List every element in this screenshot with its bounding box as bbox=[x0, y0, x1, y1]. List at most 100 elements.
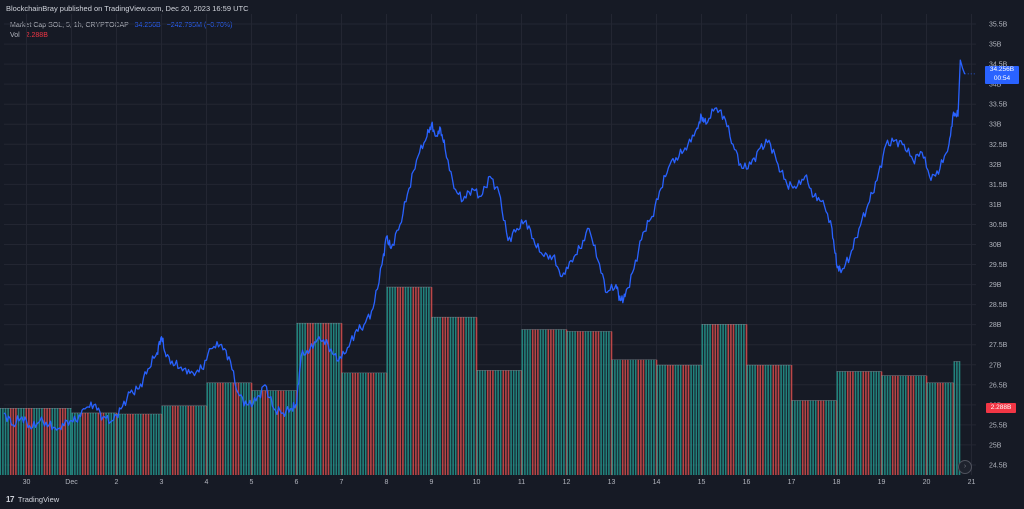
y-tick-label: 29B bbox=[989, 282, 1002, 289]
legend-change: −242.795M (−0.70%) bbox=[166, 22, 233, 29]
volume-bar bbox=[584, 331, 587, 475]
x-tick-label: 12 bbox=[563, 479, 571, 486]
y-tick-label: 31.5B bbox=[989, 182, 1008, 189]
volume-bar bbox=[317, 323, 319, 475]
volume-bar bbox=[894, 375, 897, 475]
volume-bar bbox=[89, 412, 92, 475]
volume-bar bbox=[904, 375, 907, 475]
x-tick-label: 21 bbox=[968, 479, 976, 486]
volume-bar bbox=[759, 365, 762, 475]
volume-bar bbox=[632, 359, 634, 476]
legend-vol-value: 2.288B bbox=[25, 32, 48, 39]
volume-bar bbox=[479, 370, 481, 475]
volume-bar bbox=[97, 412, 100, 475]
volume-bar bbox=[881, 375, 884, 475]
y-tick-label: 30B bbox=[989, 242, 1002, 249]
y-tick-label: 27B bbox=[989, 362, 1002, 369]
volume-bar bbox=[272, 390, 274, 475]
volume-bar bbox=[179, 405, 182, 475]
x-tick-label: 8 bbox=[385, 479, 389, 486]
volume-bar bbox=[920, 375, 923, 475]
x-tick-label: 11 bbox=[518, 479, 525, 486]
volume-bar bbox=[944, 382, 947, 475]
y-tick-label: 32B bbox=[989, 162, 1002, 169]
volume-bar bbox=[756, 365, 759, 475]
volume-bar bbox=[507, 370, 510, 475]
volume-bar bbox=[510, 370, 512, 475]
volume-bar bbox=[817, 400, 820, 475]
volume-bar bbox=[449, 317, 452, 475]
volume-bar bbox=[38, 408, 41, 475]
legend-last-value: 34.256B bbox=[134, 22, 161, 29]
volume-bar bbox=[150, 414, 152, 475]
volume-bar bbox=[486, 370, 489, 475]
legend-vol-label[interactable]: Vol bbox=[10, 32, 20, 39]
volume-bar bbox=[801, 400, 804, 475]
volume-bar bbox=[71, 412, 74, 475]
volume-bar bbox=[862, 371, 865, 475]
volume-bar bbox=[439, 317, 441, 475]
volume-bar bbox=[735, 324, 737, 475]
volume-bar bbox=[624, 359, 627, 476]
volume-bar bbox=[809, 400, 812, 475]
volume-bar bbox=[2, 408, 4, 475]
volume-bar bbox=[79, 412, 81, 475]
price-line bbox=[3, 59, 966, 431]
x-tick-label: 20 bbox=[923, 479, 931, 486]
y-tick-label: 24.5B bbox=[989, 462, 1008, 469]
volume-bar bbox=[674, 365, 677, 475]
volume-bar bbox=[203, 405, 205, 475]
tradingview-brand[interactable]: TradingView bbox=[17, 495, 60, 504]
volume-bar bbox=[46, 408, 48, 475]
volume-bar bbox=[484, 370, 486, 475]
volume-bar bbox=[859, 371, 862, 475]
volume-bar bbox=[749, 365, 751, 475]
volume-bar bbox=[732, 324, 735, 475]
volume-bar bbox=[54, 408, 56, 475]
volume-bar bbox=[524, 329, 526, 475]
volume-bar bbox=[301, 323, 304, 475]
volume-bar bbox=[287, 390, 290, 475]
last-price-value: 34.256B bbox=[989, 66, 1015, 73]
volume-bar bbox=[261, 390, 264, 475]
volume-bar bbox=[166, 405, 169, 475]
volume-bar bbox=[664, 365, 666, 475]
volume-bar bbox=[100, 412, 102, 475]
volume-bar bbox=[407, 287, 409, 475]
y-tick-label: 31B bbox=[989, 202, 1002, 209]
legend-ticker[interactable]: Market Cap SOL, 5, 1h, CRYPTOCAP bbox=[10, 22, 129, 29]
volume-bar bbox=[502, 370, 505, 475]
x-tick-label: 7 bbox=[340, 479, 344, 486]
volume-bar bbox=[467, 317, 470, 475]
volume-bar bbox=[812, 400, 814, 475]
volume-bar bbox=[621, 359, 624, 476]
y-tick-label: 28.5B bbox=[989, 302, 1008, 309]
scroll-to-realtime-button[interactable]: › bbox=[958, 460, 972, 474]
x-tick-label: 10 bbox=[473, 479, 481, 486]
volume-bar bbox=[889, 375, 891, 475]
volume-bar bbox=[145, 414, 147, 475]
volume-bar bbox=[494, 370, 497, 475]
volume-bar bbox=[844, 371, 846, 475]
volume-bar bbox=[129, 414, 132, 475]
volume-bar bbox=[232, 382, 235, 475]
volume-bar bbox=[256, 390, 259, 475]
volume-bar bbox=[465, 317, 467, 475]
volume-bar bbox=[113, 412, 115, 475]
volume-bar bbox=[92, 412, 94, 475]
volume-bar bbox=[529, 329, 531, 475]
volume-bar bbox=[875, 371, 878, 475]
volume-bar bbox=[692, 365, 695, 475]
volume-bar bbox=[420, 287, 422, 475]
volume-bar bbox=[187, 405, 190, 475]
volume-bar bbox=[346, 372, 349, 475]
volume-bar bbox=[714, 324, 717, 475]
volume-bar bbox=[534, 329, 537, 475]
tradingview-logo-icon[interactable]: 17 bbox=[6, 495, 14, 504]
volume-bar bbox=[942, 382, 944, 475]
volume-bar bbox=[629, 359, 632, 476]
volume-bar bbox=[30, 408, 33, 475]
volume-bar bbox=[653, 359, 655, 476]
volume-bar bbox=[206, 382, 209, 475]
